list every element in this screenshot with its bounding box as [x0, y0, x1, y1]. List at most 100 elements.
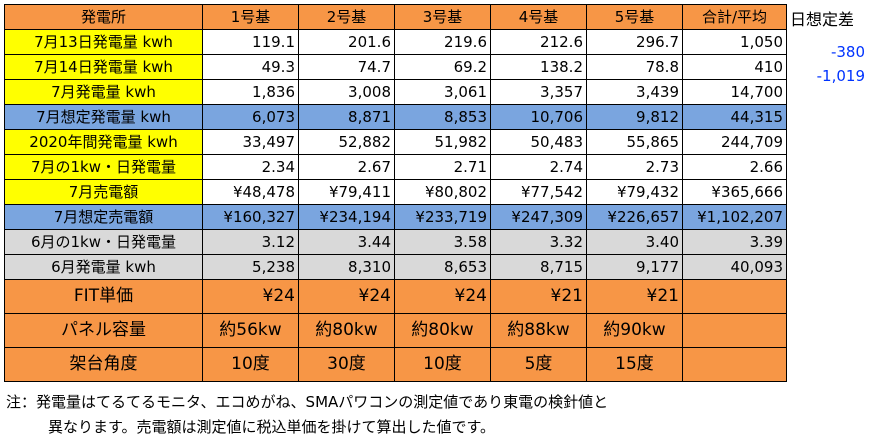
row-label: パネル容量 — [4, 313, 203, 348]
table-cell: ¥1,102,207 — [682, 204, 787, 230]
table-cell: 2.67 — [298, 154, 395, 180]
table-cell: 8,853 — [394, 104, 491, 130]
table-cell: 約56kw — [202, 313, 299, 348]
table-row: FIT単価 ¥24 ¥24 ¥24 ¥21 ¥21 — [4, 279, 787, 314]
power-generation-table: 発電所 1号基 2号基 3号基 4号基 5号基 合計/平均 7月13日発電量 k… — [4, 4, 787, 382]
table-cell: 3,439 — [586, 79, 683, 105]
row-label: 7月の1kw・日発電量 — [4, 154, 203, 180]
table-cell: 2.74 — [490, 154, 587, 180]
table-cell: 30度 — [298, 347, 395, 382]
table-cell: 3.12 — [202, 229, 299, 255]
column-header: 4号基 — [490, 4, 587, 30]
row-label: 7月想定発電量 kwh — [4, 104, 203, 130]
table-cell: 201.6 — [298, 29, 395, 55]
table-cell: 2.66 — [682, 154, 787, 180]
row-label: FIT単価 — [4, 279, 203, 314]
table-cell: ¥77,542 — [490, 179, 587, 205]
table-cell: ¥24 — [298, 279, 395, 314]
table-row: 7月13日発電量 kwh 119.1 201.6 219.6 212.6 296.7 1,0… — [4, 29, 787, 55]
table-cell: 8,653 — [394, 254, 491, 280]
row-label: 7月発電量 kwh — [4, 79, 203, 105]
table-cell: 244,709 — [682, 129, 787, 155]
table-cell: 50,483 — [490, 129, 587, 155]
table-cell: 2.34 — [202, 154, 299, 180]
table-cell: 15度 — [586, 347, 683, 382]
table-cell — [682, 313, 787, 348]
table-row: 7月発電量 kwh 1,836 3,008 3,061 3,357 3,439 14,700 — [4, 79, 787, 105]
daily-diff-header: 日想定差 — [790, 10, 855, 29]
table-cell: 9,812 — [586, 104, 683, 130]
table-row: 7月売電額 ¥48,478 ¥79,411 ¥80,802 ¥77,542 ¥79,432… — [4, 179, 787, 205]
table-cell: 410 — [682, 54, 787, 80]
table-cell: 3.39 — [682, 229, 787, 255]
table-cell: 138.2 — [490, 54, 587, 80]
daily-diff-0714: -1,019 — [816, 67, 865, 85]
table-cell: 3.40 — [586, 229, 683, 255]
table-cell: 8,871 — [298, 104, 395, 130]
row-label: 7月売電額 — [4, 179, 203, 205]
table-cell: 9,177 — [586, 254, 683, 280]
table-cell: 約88kw — [490, 313, 587, 348]
table-cell — [682, 347, 787, 382]
table-cell: 2.71 — [394, 154, 491, 180]
row-label: 2020年間発電量 kwh — [4, 129, 203, 155]
table-row: 6月発電量 kwh 5,238 8,310 8,653 8,715 9,177 40,093 — [4, 254, 787, 280]
table-cell: 1,050 — [682, 29, 787, 55]
footnote-line-2: 異なります。売電額は測定値に税込単価を掛けて算出した値です。 — [48, 418, 496, 436]
table-cell: 55,865 — [586, 129, 683, 155]
table-cell: ¥247,309 — [490, 204, 587, 230]
table-cell: 8,715 — [490, 254, 587, 280]
table-cell: ¥21 — [490, 279, 587, 314]
table-cell: 3.58 — [394, 229, 491, 255]
table-cell: 3.32 — [490, 229, 587, 255]
table-cell: 3,061 — [394, 79, 491, 105]
table-cell: 約90kw — [586, 313, 683, 348]
footnote-line-1: 注：発電量はてるてるモニタ、エコめがね、SMAパワコンの測定値であり東電の検針値… — [6, 393, 609, 411]
column-header: 発電所 — [4, 4, 203, 30]
table-cell: 3,008 — [298, 79, 395, 105]
table-row: 6月の1kw・日発電量 3.12 3.44 3.58 3.32 3.40 3.39 — [4, 229, 787, 255]
table-row: パネル容量 約56kw 約80kw 約80kw 約88kw 約90kw — [4, 313, 787, 348]
table-row: 7月想定売電額 ¥160,327 ¥234,194 ¥233,719 ¥247,309 ¥… — [4, 204, 787, 230]
row-label: 7月想定売電額 — [4, 204, 203, 230]
table-cell: ¥24 — [202, 279, 299, 314]
header-row: 発電所 1号基 2号基 3号基 4号基 5号基 合計/平均 — [4, 4, 787, 30]
column-header: 2号基 — [298, 4, 395, 30]
table-cell: ¥24 — [394, 279, 491, 314]
table-cell: 52,882 — [298, 129, 395, 155]
daily-diff-0713: -380 — [830, 43, 865, 61]
table-cell: ¥233,719 — [394, 204, 491, 230]
table-cell: ¥365,666 — [682, 179, 787, 205]
row-label: 6月発電量 kwh — [4, 254, 203, 280]
table-cell — [682, 279, 787, 314]
row-label: 6月の1kw・日発電量 — [4, 229, 203, 255]
table-row: 7月の1kw・日発電量 2.34 2.67 2.71 2.74 2.73 2.66 — [4, 154, 787, 180]
table-cell: ¥234,194 — [298, 204, 395, 230]
table-cell: 74.7 — [298, 54, 395, 80]
table-row: 7月14日発電量 kwh 49.3 74.7 69.2 138.2 78.8 410 — [4, 54, 787, 80]
table-cell: 1,836 — [202, 79, 299, 105]
table-cell: ¥48,478 — [202, 179, 299, 205]
table-cell: ¥226,657 — [586, 204, 683, 230]
table-cell: 10度 — [394, 347, 491, 382]
table-cell: 8,310 — [298, 254, 395, 280]
table-cell: 219.6 — [394, 29, 491, 55]
table-cell: 119.1 — [202, 29, 299, 55]
table-cell: 6,073 — [202, 104, 299, 130]
column-header: 1号基 — [202, 4, 299, 30]
table-cell: ¥160,327 — [202, 204, 299, 230]
table-cell: ¥80,802 — [394, 179, 491, 205]
table-cell: 69.2 — [394, 54, 491, 80]
table-cell: 14,700 — [682, 79, 787, 105]
row-label: 7月13日発電量 kwh — [4, 29, 203, 55]
table-cell: 約80kw — [394, 313, 491, 348]
table-row: 2020年間発電量 kwh 33,497 52,882 51,982 50,483 55,… — [4, 129, 787, 155]
row-label: 架台角度 — [4, 347, 203, 382]
table-row: 架台角度 10度 30度 10度 5度 15度 — [4, 347, 787, 382]
table-cell: 約80kw — [298, 313, 395, 348]
table-cell: 5度 — [490, 347, 587, 382]
table-cell: 3.44 — [298, 229, 395, 255]
table-cell: 212.6 — [490, 29, 587, 55]
column-header: 3号基 — [394, 4, 491, 30]
column-header: 5号基 — [586, 4, 683, 30]
